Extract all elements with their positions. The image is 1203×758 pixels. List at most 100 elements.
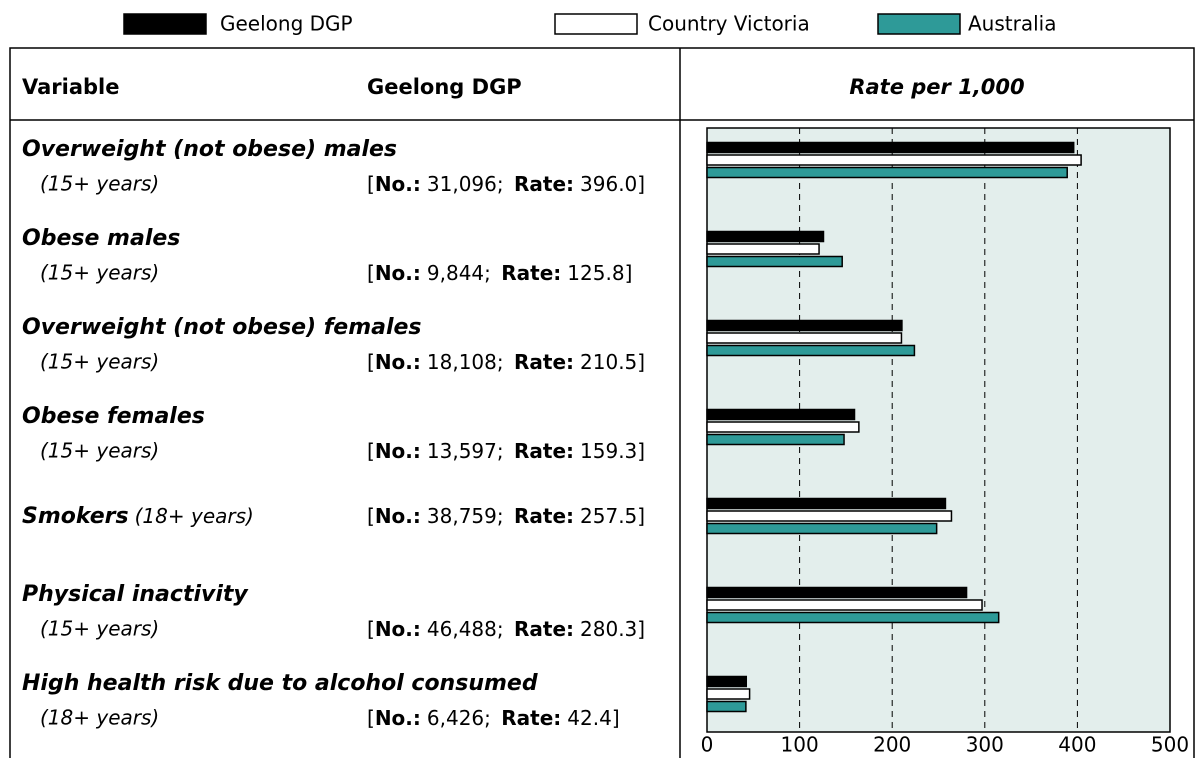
punct: [ <box>367 172 375 196</box>
stat-rate: 159.3 <box>580 439 637 463</box>
punct: [ <box>367 504 375 528</box>
row-stats: [No.: 46,488; Rate: 280.3] <box>367 617 645 641</box>
legend-swatch <box>877 13 961 35</box>
bar <box>706 675 748 688</box>
bar <box>706 611 1000 624</box>
row-stats: [No.: 31,096; Rate: 396.0] <box>367 172 645 196</box>
stat-rate: 125.8 <box>567 261 624 285</box>
legend-label: Australia <box>968 12 1056 36</box>
row-sub: (18+ years) <box>135 504 254 528</box>
stat-label: Rate: <box>501 706 561 730</box>
legend-label: Country Victoria <box>648 12 810 36</box>
row-label: Smokers (18+ years) <box>22 504 254 530</box>
punct: [ <box>367 439 375 463</box>
punct: [ <box>367 350 375 374</box>
stat-label: Rate: <box>514 504 574 528</box>
bar <box>706 586 968 599</box>
column-header: Geelong DGP <box>367 75 522 99</box>
x-tick-label: 400 <box>1058 733 1096 757</box>
stat-label: Rate: <box>501 261 561 285</box>
bar <box>706 230 825 243</box>
punct: ; <box>484 261 497 285</box>
bar <box>706 344 916 357</box>
punct: ; <box>497 439 510 463</box>
bar <box>706 166 1068 179</box>
stat-label: No.: <box>375 706 421 730</box>
punct: ; <box>497 350 510 374</box>
stat-no: 9,844 <box>427 261 484 285</box>
row-label: Smokers <box>22 504 129 529</box>
row-label: Obese females <box>22 404 205 429</box>
bar <box>706 255 843 268</box>
bar <box>706 243 820 255</box>
punct: ] <box>637 439 645 463</box>
bar <box>706 497 947 510</box>
bar <box>706 688 751 700</box>
stat-no: 18,108 <box>427 350 497 374</box>
bar <box>706 141 1075 154</box>
row-sub: (15+ years) <box>40 261 159 285</box>
row-stats: [No.: 18,108; Rate: 210.5] <box>367 350 645 374</box>
bar <box>706 522 938 535</box>
row-sub: (15+ years) <box>40 439 159 463</box>
punct: ; <box>497 172 510 196</box>
row-label: Overweight (not obese) males <box>22 137 397 162</box>
stat-rate: 257.5 <box>580 504 637 528</box>
punct: [ <box>367 261 375 285</box>
punct: ] <box>637 617 645 641</box>
stat-no: 31,096 <box>427 172 497 196</box>
x-tick-label: 500 <box>1151 733 1189 757</box>
punct: ] <box>637 350 645 374</box>
stat-no: 38,759 <box>427 504 497 528</box>
punct: [ <box>367 706 375 730</box>
bar <box>706 599 983 611</box>
row-stats: [No.: 9,844; Rate: 125.8] <box>367 261 632 285</box>
stat-no: 46,488 <box>427 617 497 641</box>
bar <box>706 408 856 421</box>
punct: [ <box>367 617 375 641</box>
bar <box>706 332 903 344</box>
table-border <box>9 47 1195 758</box>
bar <box>706 319 903 332</box>
stat-label: No.: <box>375 350 421 374</box>
bar <box>706 700 747 713</box>
stat-label: Rate: <box>514 172 574 196</box>
stat-label: No.: <box>375 504 421 528</box>
punct: ; <box>497 617 510 641</box>
stat-label: Rate: <box>514 439 574 463</box>
punct: ; <box>484 706 497 730</box>
stat-label: No.: <box>375 617 421 641</box>
row-stats: [No.: 13,597; Rate: 159.3] <box>367 439 645 463</box>
row-stats: [No.: 6,426; Rate: 42.4] <box>367 706 620 730</box>
punct: ] <box>625 261 633 285</box>
column-header: Variable <box>22 75 119 99</box>
row-sub: (15+ years) <box>40 350 159 374</box>
x-tick-label: 300 <box>966 733 1004 757</box>
x-title: Rate per 1,000 <box>849 75 1024 99</box>
punct: ] <box>637 504 645 528</box>
punct: ] <box>637 172 645 196</box>
stat-rate: 396.0 <box>580 172 637 196</box>
stat-no: 13,597 <box>427 439 497 463</box>
x-tick-label: 200 <box>873 733 911 757</box>
row-label: Obese males <box>22 226 180 251</box>
row-label: Physical inactivity <box>22 582 249 607</box>
punct: ] <box>612 706 620 730</box>
x-tick-label: 0 <box>701 733 714 757</box>
bar <box>706 421 860 433</box>
x-tick-label: 100 <box>781 733 819 757</box>
legend-label: Geelong DGP <box>220 12 353 36</box>
row-sub: (15+ years) <box>40 172 159 196</box>
stat-label: No.: <box>375 439 421 463</box>
bar <box>706 510 953 522</box>
stat-label: Rate: <box>514 617 574 641</box>
punct: ; <box>497 504 510 528</box>
stat-rate: 280.3 <box>580 617 637 641</box>
legend-swatch <box>554 13 638 35</box>
row-label: High health risk due to alcohol consumed <box>22 671 538 696</box>
legend-swatch <box>123 13 207 35</box>
row-sub: (15+ years) <box>40 617 159 641</box>
stat-label: No.: <box>375 172 421 196</box>
bar <box>706 154 1082 166</box>
